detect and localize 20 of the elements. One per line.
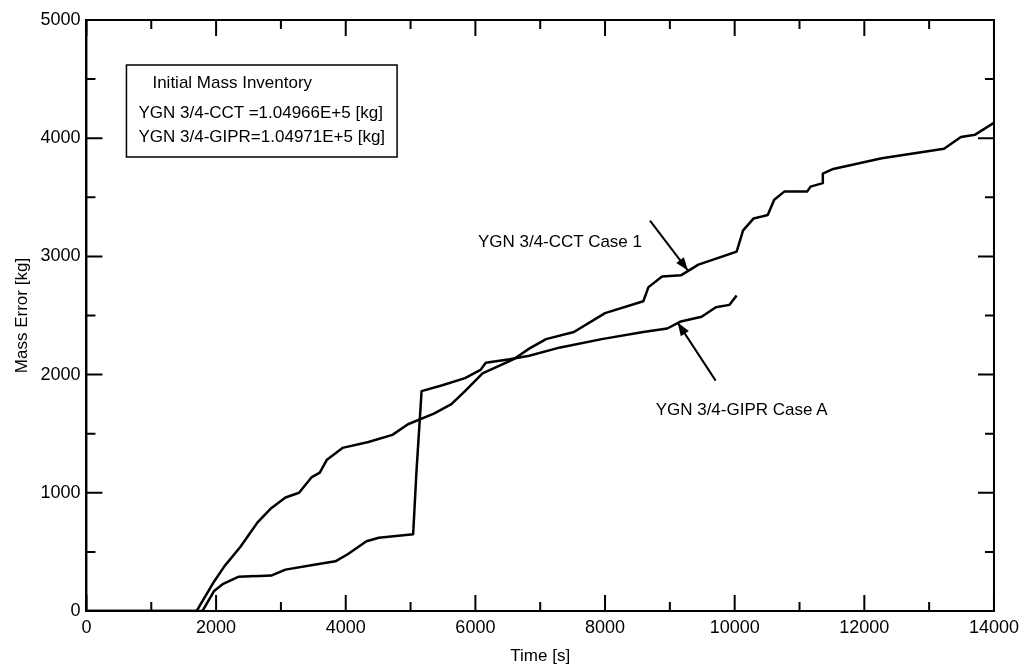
x-tick-label: 12000: [839, 616, 890, 637]
annotation: YGN 3/4-CCT Case 1: [477, 232, 643, 252]
annotation: YGN 3/4-CCT =1.04966E+5 [kg]: [138, 102, 383, 122]
annotation: YGN 3/4-GIPR Case A: [655, 400, 829, 420]
x-tick-label: 4000: [325, 616, 366, 637]
annotation: Initial Mass Inventory: [152, 72, 313, 92]
x-axis-title: Time [s]: [510, 646, 571, 666]
annotation: YGN 3/4-GIPR=1.04971E+5 [kg]: [138, 126, 386, 146]
y-tick-label: 1000: [40, 481, 81, 502]
x-tick-label: 8000: [585, 616, 626, 637]
x-tick-label: 6000: [455, 616, 496, 637]
x-tick-label: 10000: [709, 616, 760, 637]
y-tick-label: 2000: [40, 363, 81, 384]
x-tick-label: 14000: [968, 616, 1019, 637]
y-tick-label: 5000: [40, 8, 81, 29]
x-tick-label: 2000: [196, 616, 237, 637]
y-axis-title: Mass Error [kg]: [11, 257, 31, 374]
y-tick-label: 4000: [40, 127, 81, 148]
y-tick-label: 3000: [40, 245, 81, 266]
y-tick-label: 0: [70, 599, 81, 620]
